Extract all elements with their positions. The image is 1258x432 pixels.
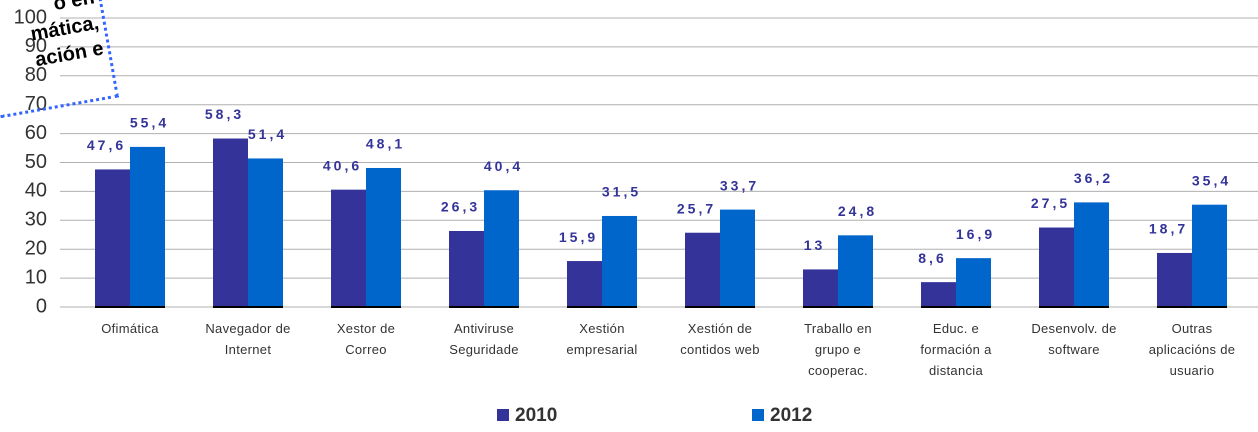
bar — [1192, 204, 1227, 307]
bar — [449, 230, 484, 307]
y-tick-label: 80 — [25, 64, 47, 86]
value-label: 55,4 — [130, 115, 169, 131]
bar — [1157, 252, 1192, 307]
bar — [602, 215, 637, 307]
value-label: 51,4 — [248, 126, 287, 142]
value-label: 48,1 — [366, 136, 405, 152]
legend-label: 2012 — [770, 405, 812, 426]
value-label: 47,6 — [87, 137, 126, 153]
y-tick-label: 40 — [25, 180, 47, 202]
title-fragment: o en mática, ación e — [0, 0, 120, 119]
x-tick-label: Ofimática — [101, 321, 159, 336]
bar — [1074, 202, 1109, 307]
bar — [720, 209, 755, 307]
bar — [213, 138, 248, 307]
value-label: 16,9 — [956, 226, 995, 242]
bar — [484, 190, 519, 307]
value-label: 18,7 — [1149, 221, 1188, 237]
bar — [366, 167, 401, 307]
value-label: 58,3 — [205, 106, 244, 122]
value-label: 33,7 — [720, 177, 759, 193]
x-tick-label: Educ. e formación a distancia — [920, 321, 992, 378]
y-tick-label: 70 — [25, 93, 47, 115]
legend-label: 2010 — [515, 405, 557, 426]
value-label: 24,8 — [838, 203, 877, 219]
y-tick-label: 60 — [25, 122, 47, 144]
value-label: 36,2 — [1074, 170, 1113, 186]
bar — [956, 258, 991, 307]
value-label: 40,6 — [323, 157, 362, 173]
y-tick-label: 0 — [36, 295, 47, 317]
value-label: 8,6 — [918, 250, 946, 266]
bar — [331, 189, 366, 307]
x-tick-label: Navegador de Internet — [205, 321, 291, 357]
bar — [567, 261, 602, 307]
value-label: 26,3 — [441, 199, 480, 215]
y-tick-label: 90 — [25, 35, 47, 57]
bar — [921, 282, 956, 307]
x-tick-label: Xestión empresarial — [566, 321, 638, 357]
x-tick-label: Antiviruse Seguridade — [449, 321, 519, 357]
bar — [248, 158, 283, 307]
value-label: 35,4 — [1192, 172, 1231, 188]
x-tick-label: Desenvolv. de software — [1031, 321, 1117, 357]
value-label: 25,7 — [677, 200, 716, 216]
bar — [1039, 227, 1074, 307]
value-label: 13 — [804, 237, 826, 253]
legend-swatch — [497, 409, 509, 421]
value-label: 31,5 — [602, 184, 641, 200]
bar — [95, 169, 130, 307]
bar — [130, 146, 165, 307]
x-tick-label: Xestión de contidos web — [680, 321, 760, 357]
value-label: 15,9 — [559, 229, 598, 245]
y-tick-label: 50 — [25, 151, 47, 173]
y-tick-label: 10 — [25, 266, 47, 288]
x-tick-label: Traballo en grupo e cooperac. — [804, 321, 872, 378]
y-tick-label: 20 — [25, 237, 47, 259]
y-tick-label: 100 — [14, 6, 47, 28]
y-tick-label: 30 — [25, 209, 47, 231]
bar — [685, 232, 720, 307]
value-label: 27,5 — [1031, 195, 1070, 211]
bar — [803, 269, 838, 307]
value-label: 40,4 — [484, 158, 523, 174]
bar — [838, 235, 873, 307]
x-tick-label: Xestor de Correo — [336, 321, 396, 357]
x-tick-label: Outras aplicacións de usuario — [1148, 321, 1236, 378]
legend-swatch — [752, 409, 764, 421]
